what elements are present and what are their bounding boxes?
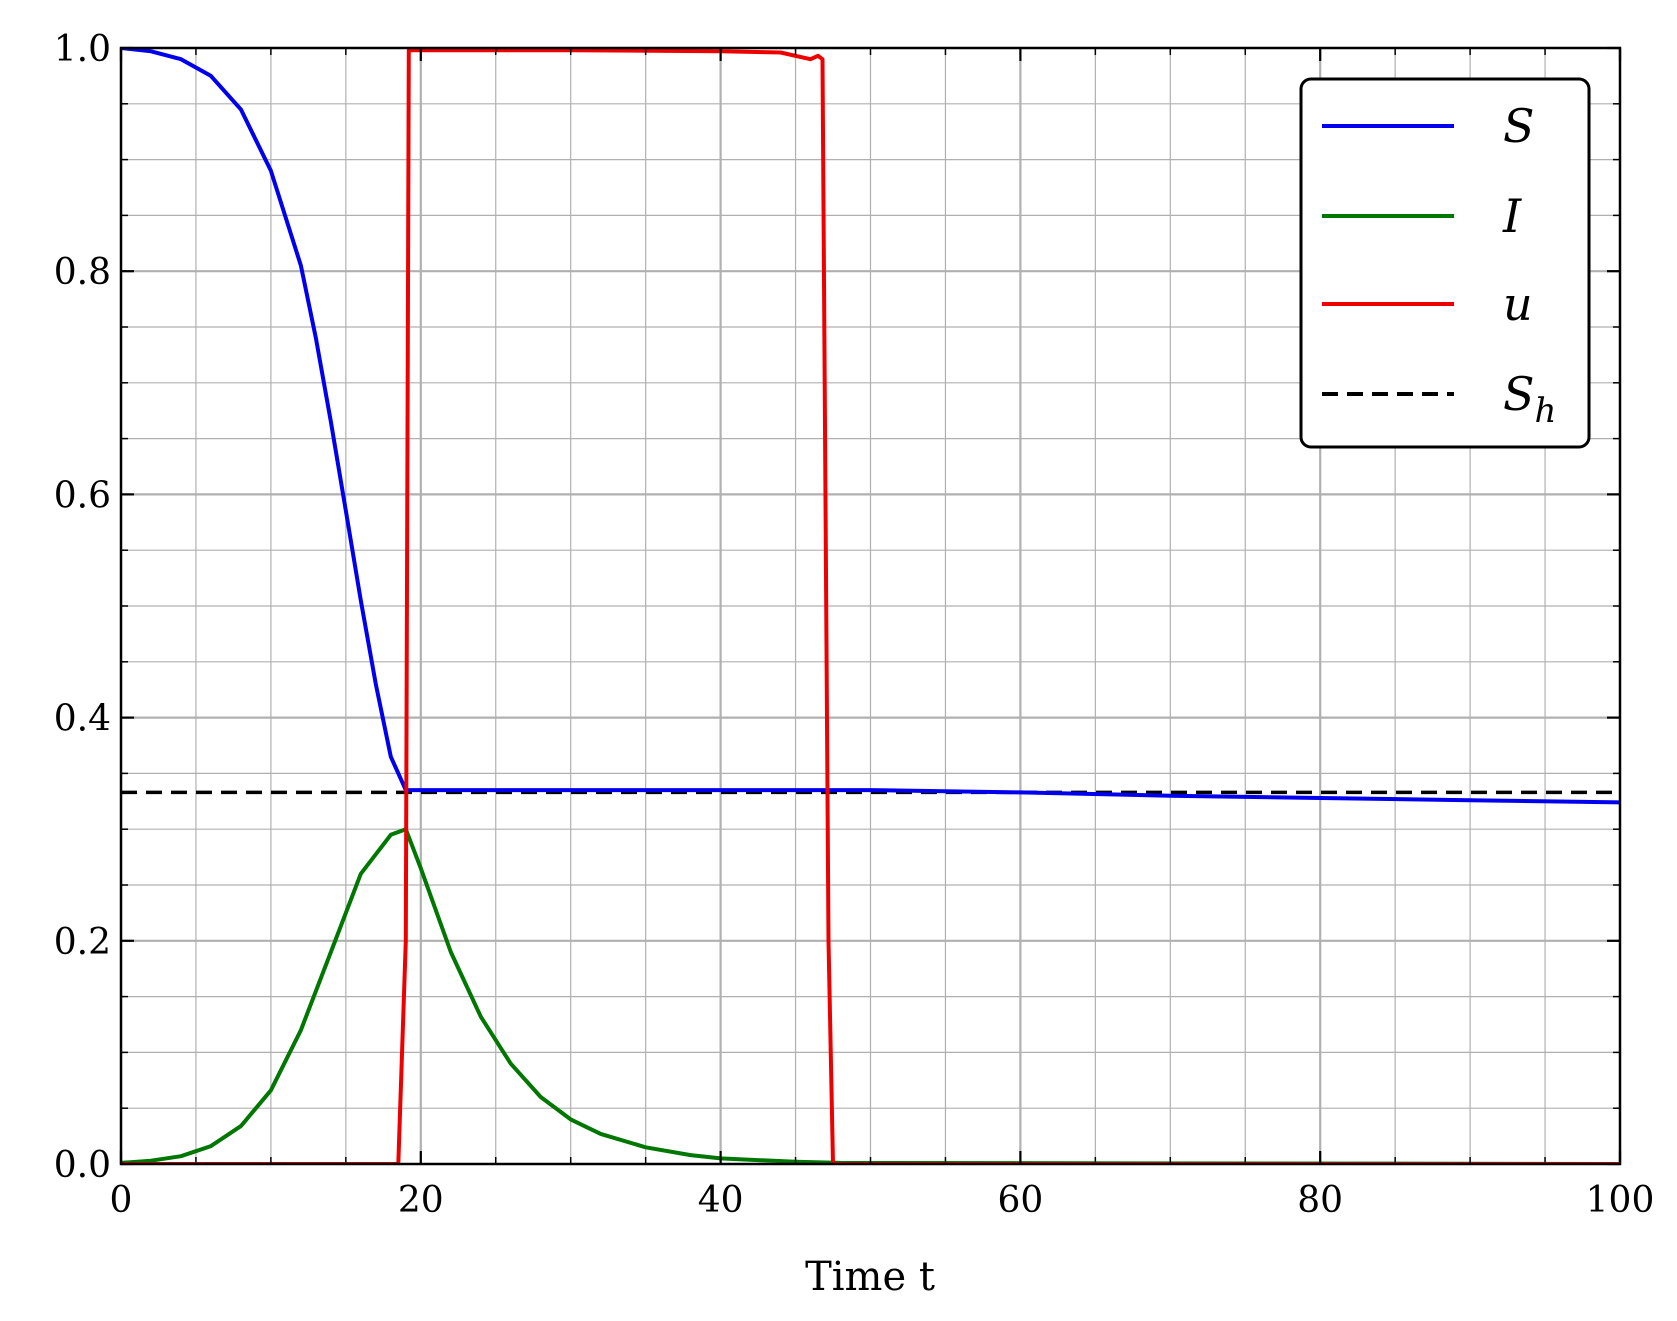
series-line-u: [121, 48, 1620, 1164]
series-line-i: [121, 827, 1620, 1164]
x-tick-label: 100: [1586, 1180, 1655, 1221]
axis-ticks: [119, 46, 1622, 1166]
x-tick-label: 80: [1297, 1180, 1343, 1221]
x-axis-label: Time t: [805, 1254, 935, 1300]
y-tick-label: 1.0: [54, 29, 111, 70]
legend-label: S: [1503, 99, 1535, 153]
y-tick-label: 0.2: [54, 922, 111, 963]
x-tick-label: 60: [997, 1180, 1043, 1221]
y-tick-label: 0.4: [54, 699, 111, 740]
x-tick-label: 20: [398, 1180, 444, 1221]
tick-labels: 0 20 40 60 80 100 0.0 0.2 0.4 0.6 0.8 1.0: [54, 29, 1655, 1221]
series-layer: [121, 48, 1620, 1164]
x-tick-label: 40: [698, 1180, 744, 1221]
y-tick-label: 0.8: [54, 252, 111, 293]
series-line-s: [121, 48, 1620, 805]
y-tick-label: 0.6: [54, 475, 111, 516]
legend-box: [1299, 77, 1591, 449]
legend-label: I: [1502, 189, 1522, 243]
x-tick-label: 0: [110, 1180, 133, 1221]
legend-label: u: [1503, 277, 1533, 331]
y-tick-label: 0.0: [54, 1145, 111, 1186]
